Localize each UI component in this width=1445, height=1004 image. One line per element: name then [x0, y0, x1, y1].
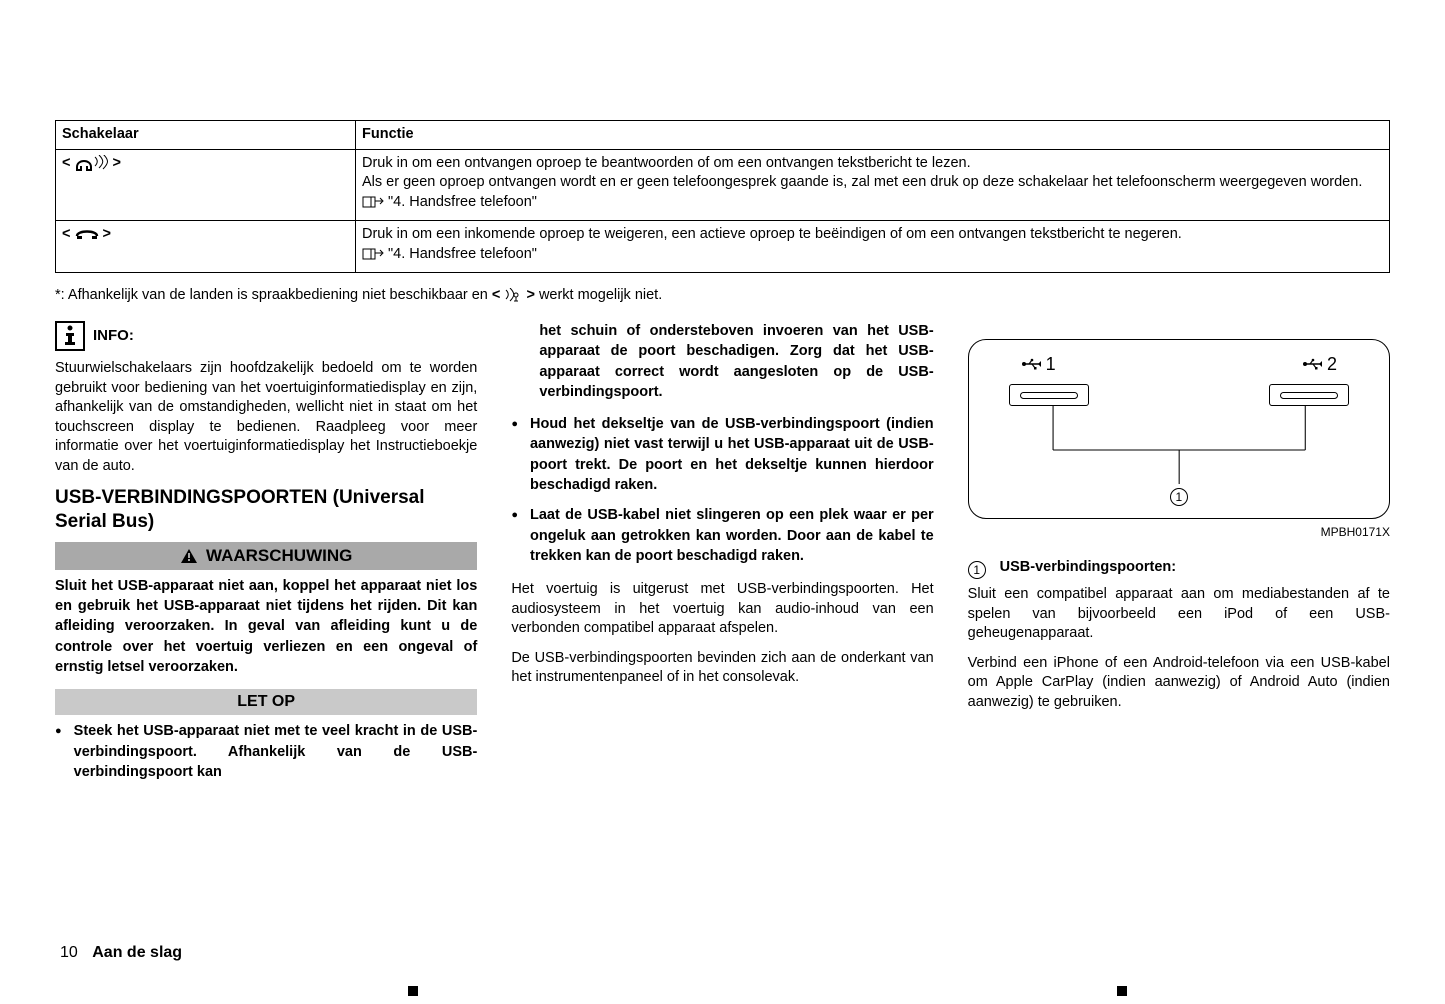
warning-text: Sluit het USB-apparaat niet aan, koppel …	[55, 576, 477, 677]
func-line: Druk in om een ontvangen oproep te beant…	[362, 154, 1383, 174]
list-text: Steek het USB-apparaat niet met te veel …	[74, 721, 478, 782]
usb-port-2-label: 2	[1302, 354, 1337, 375]
column-1: INFO: Stuurwielschakelaars zijn hoofdzak…	[55, 321, 477, 792]
info-label: INFO:	[93, 327, 134, 344]
func-line: Druk in om een inkomende oproep te weige…	[362, 225, 1383, 245]
warning-label: WAARSCHUWING	[206, 546, 352, 566]
list-item: Laat de USB-kabel niet slingeren op een …	[511, 505, 933, 566]
function-cell: Druk in om een ontvangen oproep te beant…	[356, 149, 1390, 220]
usb-port-1	[1009, 384, 1089, 406]
caution-bar: LET OP	[55, 689, 477, 715]
def-num: 1	[968, 561, 986, 579]
table-row: < > Druk in om een inkomende oproep te w…	[56, 221, 1390, 273]
crop-mark	[1117, 986, 1127, 996]
page-footer: 10 Aan de slag	[60, 944, 182, 962]
warning-triangle-icon	[180, 548, 198, 564]
reference-line: "4. Handsfree telefoon"	[362, 193, 537, 213]
footer-section-title: Aan de slag	[92, 944, 182, 961]
switch-cell: < >	[56, 221, 356, 273]
list-item: Houd het dekseltje van de USB-verbinding…	[511, 414, 933, 495]
switches-table: Schakelaar Functie < > Druk in om een on…	[55, 120, 1390, 273]
usb-icon	[1302, 358, 1324, 370]
column-2: het schuin of ondersteboven invoeren van…	[511, 321, 933, 792]
usb-port-2	[1269, 384, 1349, 406]
reference-line: "4. Handsfree telefoon"	[362, 245, 537, 265]
list-text: Laat de USB-kabel niet slingeren op een …	[530, 505, 934, 566]
crop-mark	[408, 986, 418, 996]
bracket: >	[526, 287, 534, 303]
th-schakelaar: Schakelaar	[56, 121, 356, 150]
info-icon	[55, 321, 85, 351]
caution-list: Steek het USB-apparaat niet met te veel …	[55, 721, 477, 782]
list-item: Steek het USB-apparaat niet met te veel …	[55, 721, 477, 782]
th-functie: Functie	[356, 121, 1390, 150]
info-paragraph: Stuurwielschakelaars zijn hoofdzakelijk …	[55, 359, 477, 476]
usb-section-title: USB-VERBINDINGSPOORTEN (Universal Serial…	[55, 486, 477, 534]
bracket: <	[62, 226, 75, 242]
figure-caption: MPBH0171X	[968, 525, 1390, 539]
switch-cell: < >	[56, 149, 356, 220]
phone-hangup-icon	[75, 228, 99, 240]
caution-list-cont: Houd het dekseltje van de USB-verbinding…	[511, 414, 933, 566]
page-ref-icon	[362, 247, 384, 261]
usb-icon	[1021, 358, 1043, 370]
reference-text: "4. Handsfree telefoon"	[388, 245, 537, 265]
col3-para-1: Sluit een compatibel apparaat aan om med…	[968, 585, 1390, 644]
page-number: 10	[60, 944, 78, 961]
bracket: <	[492, 287, 505, 303]
voice-icon	[504, 288, 522, 302]
table-row: < > Druk in om een ontvangen oproep te b…	[56, 149, 1390, 220]
col3-para-2: Verbind een iPhone of een Android-telefo…	[968, 654, 1390, 713]
warning-bar: WAARSCHUWING	[55, 542, 477, 570]
bracket: <	[62, 155, 75, 171]
list-text: Houd het dekseltje van de USB-verbinding…	[530, 414, 934, 495]
footnote-post: werkt mogelijk niet.	[539, 287, 662, 303]
num: 2	[1327, 354, 1337, 375]
callout-1: 1	[1170, 488, 1188, 506]
def-label: USB-verbindingspoorten:	[1000, 559, 1176, 579]
reference-text: "4. Handsfree telefoon"	[388, 193, 537, 213]
usb-para-2: De USB-verbindingspoorten bevinden zich …	[511, 649, 933, 688]
function-cell: Druk in om een inkomende oproep te weige…	[356, 221, 1390, 273]
bracket: >	[103, 226, 111, 242]
page-ref-icon	[362, 195, 384, 209]
column-3: 1 2 1	[968, 321, 1390, 792]
caution-cont-0: het schuin of ondersteboven invoeren van…	[511, 321, 933, 402]
phone-pickup-icon	[75, 155, 109, 171]
func-line: Als er geen oproep ontvangen wordt en er…	[362, 173, 1383, 193]
definition-row: 1 USB-verbindingspoorten:	[968, 559, 1390, 579]
bracket: >	[113, 155, 121, 171]
usb-para-1: Het voertuig is uitgerust met USB-verbin…	[511, 580, 933, 639]
footnote-pre: *: Afhankelijk van de landen is spraakbe…	[55, 287, 492, 303]
usb-ports-figure: 1 2 1	[968, 339, 1390, 519]
callout-number: 1	[1170, 488, 1188, 506]
table-footnote: *: Afhankelijk van de landen is spraakbe…	[55, 287, 1390, 303]
usb-port-1-label: 1	[1021, 354, 1056, 375]
num: 1	[1046, 354, 1056, 375]
info-header: INFO:	[55, 321, 477, 351]
